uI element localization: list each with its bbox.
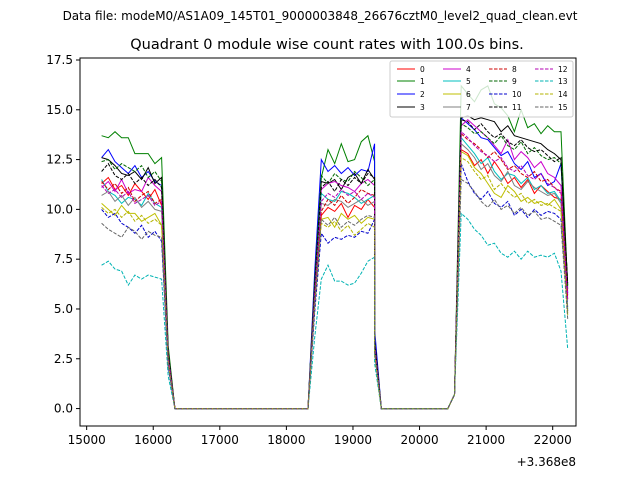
series-line-5 xyxy=(101,136,569,410)
legend-label-13: 13 xyxy=(558,77,568,86)
series-line-10 xyxy=(101,163,569,410)
figure-suptitle: Data file: modeM0/AS1A09_145T01_90000038… xyxy=(63,9,578,23)
y-tick-label: 17.5 xyxy=(46,53,73,67)
legend-frame xyxy=(389,60,574,118)
legend-label-1: 1 xyxy=(420,77,425,86)
y-tick-label: 2.5 xyxy=(54,352,73,366)
y-tick-label: 12.5 xyxy=(46,153,73,167)
y-axis: 0.0 2.5 5.0 7.5 10.0 12.5 15.0 17.5 xyxy=(46,53,80,416)
x-tick-label: 19000 xyxy=(334,433,372,447)
legend-label-7: 7 xyxy=(466,103,471,112)
x-tick-label: 16000 xyxy=(134,433,172,447)
y-tick-label: 10.0 xyxy=(46,202,73,216)
y-tick-label: 5.0 xyxy=(54,302,73,316)
series-line-7 xyxy=(101,142,569,410)
x-tick-label: 18000 xyxy=(267,433,305,447)
x-tick-label: 21000 xyxy=(467,433,505,447)
legend-label-5: 5 xyxy=(466,77,471,86)
series-line-2 xyxy=(101,116,569,410)
legend-label-3: 3 xyxy=(420,103,425,112)
y-tick-label: 15.0 xyxy=(46,103,73,117)
legend-label-2: 2 xyxy=(420,90,425,99)
series-line-3 xyxy=(101,115,569,410)
legend-label-4: 4 xyxy=(466,65,471,74)
y-tick-label: 0.0 xyxy=(54,402,73,416)
legend-label-0: 0 xyxy=(420,65,425,74)
legend-label-9: 9 xyxy=(512,77,517,86)
legend-label-14: 14 xyxy=(558,90,568,99)
legend-label-15: 15 xyxy=(558,103,568,112)
legend-label-12: 12 xyxy=(558,65,568,74)
x-axis-offset-label: +3.368e8 xyxy=(517,455,576,469)
x-axis: 15000 16000 17000 18000 19000 20000 21000 22000 xyxy=(68,426,572,447)
x-tick-label: 22000 xyxy=(534,433,572,447)
legend-label-6: 6 xyxy=(466,90,471,99)
series-line-15 xyxy=(101,178,569,410)
x-tick-label: 15000 xyxy=(68,433,106,447)
axes-frame xyxy=(79,57,577,427)
y-tick-label: 7.5 xyxy=(54,252,73,266)
series-line-14 xyxy=(101,156,569,410)
chart-title: Quadrant 0 module wise count rates with … xyxy=(130,37,524,53)
legend-label-11: 11 xyxy=(512,103,522,112)
x-tick-label: 17000 xyxy=(201,433,239,447)
series-line-11 xyxy=(101,119,569,410)
series-line-12 xyxy=(101,130,569,410)
x-tick-label: 20000 xyxy=(400,433,438,447)
series-layer xyxy=(101,84,569,410)
series-line-9 xyxy=(101,122,569,410)
legend-label-8: 8 xyxy=(512,65,517,74)
plot-area xyxy=(79,57,577,427)
legend-label-10: 10 xyxy=(512,90,522,99)
series-line-6 xyxy=(101,150,569,410)
